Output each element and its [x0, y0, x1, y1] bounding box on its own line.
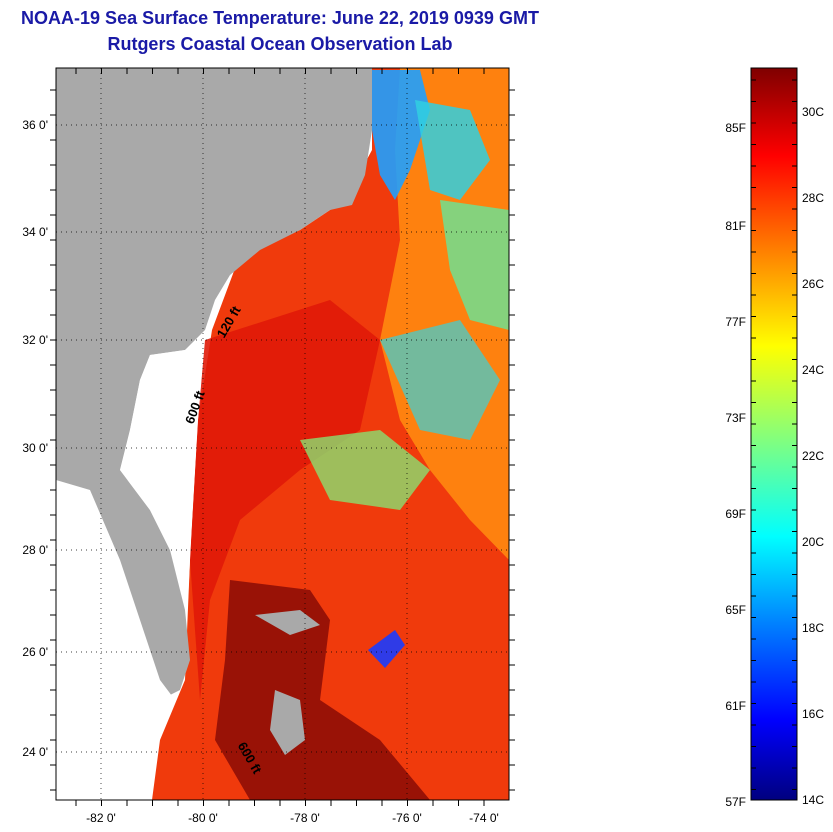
- colorbar-f-label: 65F: [725, 603, 746, 617]
- sst-bahamas-banks: [215, 580, 430, 800]
- latitude-labels: 36 0' 34 0' 32 0' 30 0' 28 0' 26 0' 24 0…: [22, 118, 48, 759]
- shelf-no-data: [120, 335, 205, 600]
- colorbar-c-label: 26C: [802, 277, 824, 291]
- colorbar: [750, 67, 798, 801]
- gulf-of-mexico: [56, 480, 175, 730]
- map-area: [56, 68, 509, 800]
- colorbar-celsius-labels: 30C 28C 26C 24C 22C 20C 18C 16C 14C: [802, 105, 824, 807]
- lat-label: 30 0': [22, 441, 48, 455]
- colorbar-fahrenheit-labels: 85F 81F 77F 73F 69F 65F 61F 57F: [725, 121, 746, 809]
- colorbar-c-label: 30C: [802, 105, 824, 119]
- map-ticks: [50, 68, 515, 806]
- colorbar-f-label: 81F: [725, 219, 746, 233]
- colorbar-c-label: 22C: [802, 449, 824, 463]
- sst-cool-patch-bahamas: [368, 630, 405, 668]
- map-title: NOAA-19 Sea Surface Temperature: June 22…: [21, 8, 539, 28]
- longitude-labels: -82 0' -80 0' -78 0' -76 0' -74 0': [86, 811, 499, 825]
- lat-label: 36 0': [22, 118, 48, 132]
- colorbar-f-label: 61F: [725, 699, 746, 713]
- lon-label: -78 0': [290, 811, 320, 825]
- colorbar-f-label: 73F: [725, 411, 746, 425]
- land-bahamas-andros: [270, 690, 305, 755]
- land-southeast-us: [56, 68, 372, 700]
- sst-warm-offshore: [380, 68, 509, 560]
- colorbar-c-label: 24C: [802, 363, 824, 377]
- colorbar-f-label: 69F: [725, 507, 746, 521]
- map-subtitle: Rutgers Coastal Ocean Observation Lab: [107, 34, 453, 54]
- sst-green-eddy-2: [380, 320, 500, 440]
- colorbar-f-label: 85F: [725, 121, 746, 135]
- colorbar-c-label: 16C: [802, 707, 824, 721]
- colorbar-f-label: 57F: [725, 795, 746, 809]
- lat-label: 34 0': [22, 225, 48, 239]
- map-frame: [55, 67, 510, 801]
- graticule: [56, 68, 509, 800]
- lat-label: 24 0': [22, 745, 48, 759]
- land-bahamas-abaco: [255, 610, 320, 635]
- sst-gulf-stream: [190, 300, 380, 700]
- lat-label: 32 0': [22, 333, 48, 347]
- lon-label: -74 0': [469, 811, 499, 825]
- colorbar-c-label: 20C: [802, 535, 824, 549]
- lat-label: 28 0': [22, 543, 48, 557]
- colorbar-f-label: 77F: [725, 315, 746, 329]
- colorbar-c-label: 18C: [802, 621, 824, 635]
- colorbar-ticks: [751, 79, 797, 790]
- sst-green-eddy: [440, 200, 509, 330]
- colorbar-c-label: 28C: [802, 191, 824, 205]
- lon-label: -76 0': [392, 811, 422, 825]
- lat-label: 26 0': [22, 645, 48, 659]
- lon-label: -82 0': [86, 811, 116, 825]
- sst-green-patch-mid: [300, 430, 430, 510]
- colorbar-c-label: 14C: [802, 793, 824, 807]
- lon-label: -80 0': [188, 811, 218, 825]
